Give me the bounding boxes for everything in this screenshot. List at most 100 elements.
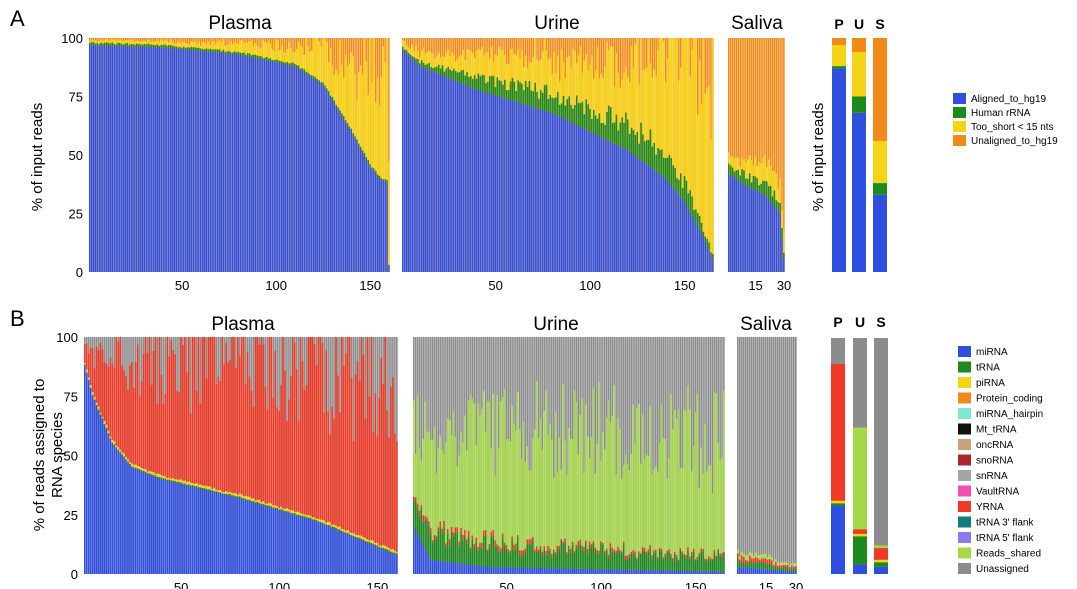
panel-a-urine-bar-126-human-rrna-segment [638, 143, 640, 159]
panel-b-urine-bar-154-trna-segment [702, 551, 704, 572]
panel-a-urine-bar-117-too-short-15-nts-segment [621, 79, 623, 118]
panel-a-urine-bar-165-too-short-15-nts-segment [712, 38, 714, 254]
panel-b-plasma-x-tick-50: 50 [174, 580, 188, 589]
panel-b-urine-bar-66-yrna-segment [535, 546, 538, 552]
legend-item-mirna-hairpin: miRNA_hairpin [958, 408, 1043, 420]
panel-b-urine-bar-134-reads-shared-segment [664, 439, 667, 554]
legend-label-snorna: snoRNA [976, 456, 1014, 467]
panel-b-saliva-bar-21-unassigned-segment [777, 337, 779, 574]
panel-a-plasma-bar-76 [230, 38, 232, 272]
panel-a-plasma-bar-94 [263, 38, 266, 273]
panel-a-plasma-bar-74-too-short-15-nts-segment [226, 44, 228, 52]
panel-a-urine-bar-163-too-short-15-nts-segment [708, 86, 710, 243]
panel-a-urine-bar-152 [687, 38, 690, 272]
panel-a-urine-bar-148-too-short-15-nts-segment [679, 67, 682, 174]
panel-b-saliva-bar-17-yrna-segment [769, 559, 771, 564]
panel-b-plasma-bar-62-mirna-segment [203, 489, 206, 574]
panel-a-saliva-bar-20 [764, 38, 766, 272]
panel-a-plasma-bar-160-too-short-15-nts-segment [388, 160, 390, 265]
panel-b-urine-bar-34-yrna-segment [475, 537, 477, 543]
panel-a-urine-bar-23-aligned-to-hg19-segment [443, 76, 446, 272]
panel-a-plasma-bar-147-too-short-15-nts-segment [363, 38, 366, 154]
panel-a-plasma-bar-138-too-short-15-nts-segment [346, 66, 349, 124]
panel-b-saliva-bar-19-trna-segment [773, 567, 775, 570]
panel-b-plasma-bar-29 [138, 337, 141, 574]
panel-b-plasma-bar-15-yrna-segment [111, 363, 114, 440]
panel-b-urine-bar-8-reads-shared-segment [426, 431, 428, 518]
panel-b-saliva-bar-30 [795, 337, 797, 574]
panel-a-plasma-bar-136-aligned-to-hg19-segment [342, 119, 345, 273]
panel-b-urine-bar-17 [443, 337, 445, 574]
panel-a-urine-bar-18-aligned-to-hg19-segment [434, 72, 436, 272]
panel-a-urine-bar-16-too-short-15-nts-segment [430, 53, 432, 68]
panel-a-urine-bar-24-aligned-to-hg19-segment [445, 77, 448, 272]
panel-b-plasma-bar-84-pirna-segment [246, 496, 249, 500]
panel-b-plasma-bar-11-mirna-segment [103, 424, 106, 574]
panel-b-urine-bar-58-mirna-segment [520, 567, 523, 574]
panel-a-plasma-bar-65 [209, 38, 211, 273]
panel-b-urine-bar-16-reads-shared-segment [441, 449, 443, 529]
panel-a-urine-bar-128-aligned-to-hg19-segment [642, 161, 644, 272]
panel-b-urine-bar-130-unassigned-segment [656, 337, 659, 574]
panel-a-plasma-bar-47-too-short-15-nts-segment [175, 43, 178, 47]
panel-b-urine-bar-111-trna-segment [621, 554, 623, 570]
panel-b-urine-bar-160-yrna-segment [713, 549, 716, 554]
panel-b-plasma-bar-73-yrna-segment [225, 342, 227, 491]
panel-a-saliva-bar-2-unaligned_to_hg19-segment [729, 38, 732, 272]
panel-b-urine-bar-161-yrna-segment [715, 555, 718, 558]
panel-a-urine-bar-162 [706, 38, 708, 272]
panel-a-urine-bar-41-aligned-to-hg19-segment [477, 90, 480, 272]
panel-a-plasma-bar-122-aligned-to-hg19-segment [316, 81, 319, 272]
panel-a-urine-bar-72 [536, 38, 538, 272]
panel-b-plasma-bar-5-yrna-segment [91, 348, 94, 392]
panel-a-plasma-bar-140-too-short-15-nts-segment [350, 52, 353, 129]
panel-b-urine-bar-14-trna-segment [437, 531, 440, 561]
panel-b-saliva-bar-26-reads-shared-segment [787, 563, 789, 565]
panel-a-urine-bar-160-human-rrna-segment [702, 231, 705, 237]
panel-b-urine-bar-29-yrna-segment [465, 539, 468, 544]
panel-a-urine-bar-124-too-short-15-nts-segment [634, 43, 637, 136]
panel-b-saliva-bar-8-mirna-segment [751, 568, 753, 574]
panel-b-urine-bar-32-mirna-segment [471, 564, 474, 574]
panel-b-urine-bar-80-yrna-segment [562, 541, 564, 544]
panel-b-urine-bar-128-unassigned-segment [653, 337, 655, 574]
panel-b-plasma-bar-81-mirna-segment [241, 498, 243, 574]
panel-a-plasma-bar-5 [96, 38, 99, 273]
panel-b-urine-bar-163 [719, 337, 721, 574]
panel-b-plasma-bar-121-mirna-segment [319, 522, 322, 574]
panel-b-urine-bar-57-reads-shared-segment [518, 428, 521, 551]
panel-a-urine-bar-63-aligned-to-hg19-segment [519, 102, 521, 272]
panel-b-plasma-bar-30-mirna-segment [140, 471, 143, 574]
panel-a-plasma-bar-98-human-rrna-segment [271, 60, 274, 62]
panel-a-plasma-bar-23-aligned-to-hg19-segment [130, 46, 132, 273]
panel-a-plasma-bar-139 [348, 38, 351, 272]
panel-b-plasma-bar-51-mirna-segment [182, 484, 184, 574]
panel-a-plasma-bar-91 [258, 38, 260, 272]
panel-b-plasma-bar-36-yrna-segment [152, 351, 155, 472]
panel-b-plasma-bar-144-pirna-segment [364, 537, 367, 542]
panel-a-urine-bar-113-too-short-15-nts-segment [613, 86, 616, 123]
panel-a-urine-bar-119-human-rrna-segment [625, 112, 627, 150]
panel-a-urine-bar-156-human-rrna-segment [695, 209, 697, 223]
panel-a-urine-bar-120-aligned-to-hg19-segment [627, 150, 629, 272]
panel-a-urine-bar-139-human-rrna-segment [662, 157, 665, 177]
panel-b-saliva-bar-8-reads-shared-segment [751, 552, 753, 559]
panel-b-saliva-bar-4-reads-shared-segment [743, 553, 745, 558]
panel-a-urine-bar-16-aligned-to-hg19-segment [430, 70, 432, 272]
panel-b-plasma-bar-149-yrna-segment [374, 393, 377, 543]
panel-a-plasma-bar-14-too-short-15-nts-segment [113, 40, 115, 44]
panel-a-urine-bar-11-human-rrna-segment [420, 60, 423, 67]
panel-a-plasma-bar-26-aligned-to-hg19-segment [136, 46, 138, 272]
panel-b-urine-bar-138-reads-shared-segment [672, 428, 674, 558]
panel-b-urine-bar-137 [670, 337, 672, 574]
panel-b-urine-bar-148 [690, 337, 693, 574]
panel-b-plasma-bar-99-trna-segment [276, 507, 278, 510]
panel-b-saliva-bar-16 [767, 337, 769, 574]
panel-b-plasma-bar-68-mirna-segment [215, 492, 218, 574]
panel-a-urine-bar-74 [540, 38, 542, 273]
panel-b-plasma-bar-159-pirna-segment [394, 550, 396, 553]
panel-b-urine-bar-3-trna-segment [416, 508, 419, 534]
panel-b-urine-bar-97-yrna-segment [594, 547, 597, 552]
panel-b-urine-bar-13 [435, 337, 438, 574]
